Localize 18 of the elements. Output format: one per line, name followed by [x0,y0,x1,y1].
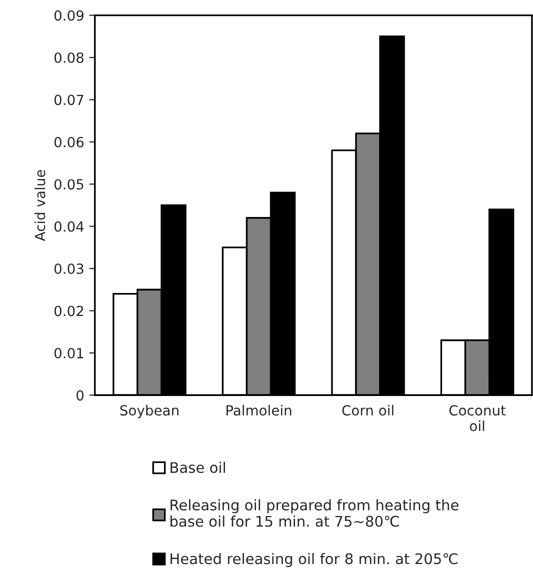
y-tick-label: 0.08 [54,52,84,63]
x-tick-label: Palmolein [226,404,292,416]
y-tick-label: 0.06 [54,136,84,148]
x-tick-label: Corn oil [342,404,394,416]
legend-label: Base oil [170,462,225,474]
y-tick-label: 0 [76,390,84,401]
x-tick-label: Coconut oil [449,405,506,432]
y-tick-label: 0.01 [54,348,84,358]
y-tick-label: 0.02 [54,306,84,316]
y-tick-label: 0.09 [54,10,84,21]
y-tick-label: 0.04 [54,221,84,232]
y-axis-title: Acid value [34,170,46,242]
x-tick-label: Soybean [120,404,178,418]
y-tick-label: 0.07 [54,94,84,106]
y-tick-label: 0.05 [54,179,84,190]
legend-label: Releasing oil prepared from heating the base oil for 15 min. at 75~80℃ [170,499,458,527]
y-tick-label: 0.03 [54,263,84,274]
legend-label: Heated releasing oil for 8 min. at 205℃ [170,552,458,568]
